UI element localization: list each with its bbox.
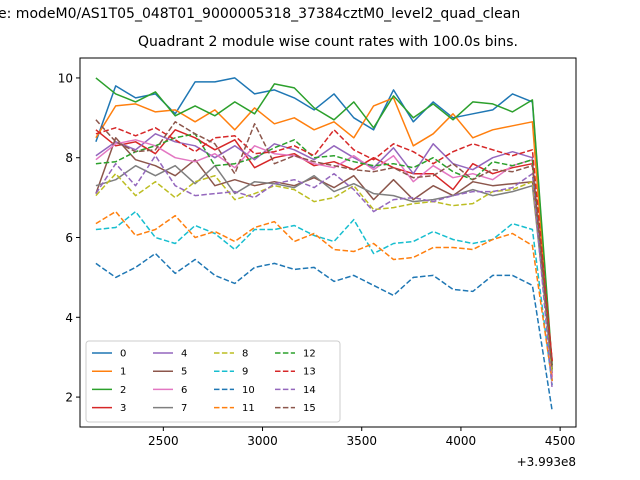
legend-label-14: 14: [303, 385, 316, 396]
legend-label-13: 13: [303, 367, 316, 378]
legend-label-9: 9: [242, 367, 248, 378]
legend-box: [85, 340, 341, 423]
legend-label-6: 6: [181, 385, 187, 396]
legend-label-12: 12: [303, 349, 316, 360]
legend-label-0: 0: [120, 349, 126, 360]
x-tick-label: 3500: [346, 434, 377, 448]
x-axis-offset-label: +3.993e8: [517, 455, 576, 469]
plot-lines: [95, 77, 553, 412]
y-tick-label: 4: [65, 311, 73, 325]
legend-label-2: 2: [120, 385, 126, 396]
series-line-3: [95, 129, 553, 362]
series-line-15: [95, 119, 553, 370]
y-tick-label: 10: [58, 71, 73, 85]
y-tick-label: 8: [65, 151, 73, 165]
series-line-5: [95, 137, 553, 370]
series-line-6: [95, 139, 553, 378]
y-tick-label: 2: [65, 391, 73, 405]
series-line-14: [95, 154, 553, 390]
legend-label-5: 5: [181, 367, 187, 378]
series-line-9: [95, 210, 553, 386]
chart-title: Quadrant 2 module wise count rates with …: [138, 34, 518, 50]
legend-label-8: 8: [242, 349, 248, 360]
x-axis-ticks: 2500 3000 3500 4000 4500: [148, 427, 575, 448]
y-axis-ticks: 2 4 6 8 10: [58, 71, 80, 405]
legend-label-7: 7: [181, 403, 187, 414]
x-tick-label: 2500: [148, 434, 179, 448]
legend-label-3: 3: [120, 403, 126, 414]
legend-label-10: 10: [242, 385, 255, 396]
figure-suptitle: n file: modeM0/AS1T05_048T01_9000005318_…: [0, 6, 521, 22]
series-line-8: [95, 172, 553, 374]
x-tick-label: 4000: [446, 434, 477, 448]
series-line-1: [95, 97, 553, 378]
y-tick-label: 6: [65, 231, 73, 245]
series-line-4: [95, 133, 553, 382]
legend-label-4: 4: [181, 349, 187, 360]
legend-label-15: 15: [303, 403, 316, 414]
legend-label-11: 11: [242, 403, 255, 414]
x-tick-label: 4500: [545, 434, 576, 448]
series-line-12: [95, 133, 553, 366]
series-line-7: [95, 164, 553, 370]
legend-label-1: 1: [120, 367, 126, 378]
series-line-2: [95, 77, 553, 366]
series-line-0: [95, 77, 553, 374]
x-tick-label: 3000: [247, 434, 278, 448]
series-line-13: [95, 127, 553, 362]
axes-frame: [79, 57, 577, 428]
series-line-11: [95, 210, 553, 382]
